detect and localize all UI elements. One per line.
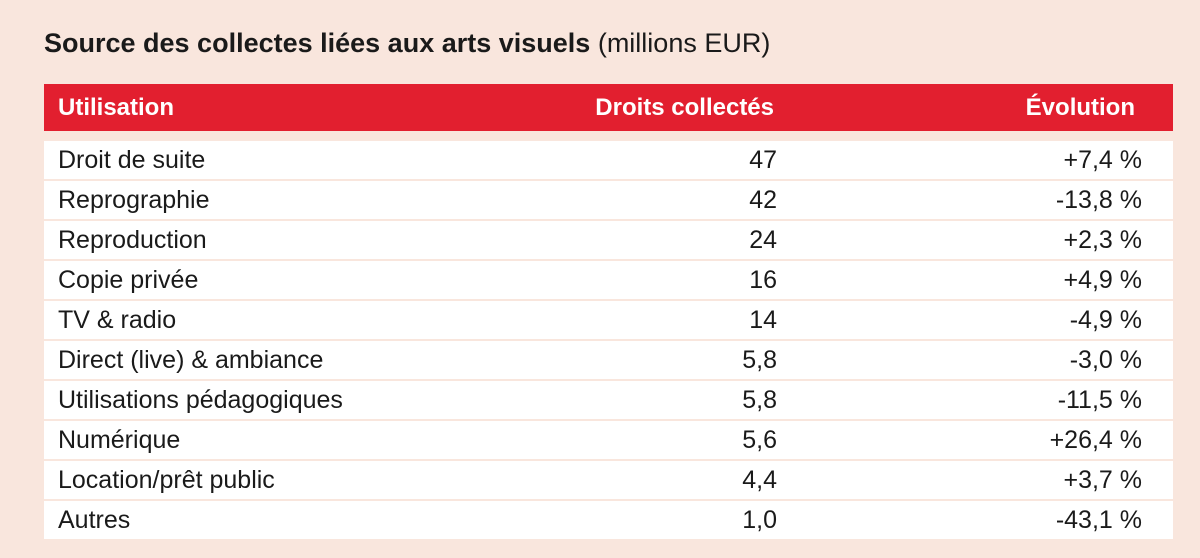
- table-header: Utilisation Droits collectés Évolution: [44, 84, 1173, 131]
- header-amount: Droits collectés: [595, 94, 774, 121]
- table-row: Numérique 5,6 +26,4 %: [44, 421, 1173, 459]
- table-title-main: Source des collectes liées aux arts visu…: [44, 28, 591, 58]
- cell-amount: 1,0: [742, 506, 777, 534]
- cell-evolution: +3,7 %: [1063, 466, 1142, 494]
- cell-amount: 5,8: [742, 346, 777, 374]
- cell-use: Utilisations pédagogiques: [58, 386, 343, 414]
- cell-amount: 5,8: [742, 386, 777, 414]
- cell-use: TV & radio: [58, 306, 177, 334]
- cell-amount: 47: [749, 146, 777, 174]
- table-row: Reprographie 42 -13,8 %: [44, 181, 1173, 219]
- table-row: Autres 1,0 -43,1 %: [44, 501, 1173, 539]
- cell-amount: 14: [749, 306, 777, 334]
- cell-amount: 5,6: [742, 426, 777, 454]
- cell-use: Direct (live) & ambiance: [58, 346, 324, 374]
- cell-evolution: -11,5 %: [1057, 386, 1142, 414]
- cell-use: Copie privée: [58, 266, 199, 294]
- cell-use: Reprographie: [58, 186, 210, 214]
- cell-evolution: +2,3 %: [1063, 226, 1142, 254]
- cell-use: Autres: [58, 506, 131, 534]
- table-body: Droit de suite 47 +7,4 % Reprographie 42…: [44, 141, 1173, 539]
- cell-amount: 42: [749, 186, 777, 214]
- table-row: Reproduction 24 +2,3 %: [44, 221, 1173, 259]
- cell-use: Numérique: [58, 426, 181, 454]
- table-title-unit: (millions EUR): [597, 28, 771, 58]
- cell-amount: 24: [749, 226, 777, 254]
- table-row: Copie privée 16 +4,9 %: [44, 261, 1173, 299]
- table-row: Direct (live) & ambiance 5,8 -3,0 %: [44, 341, 1173, 379]
- collections-table: Utilisation Droits collectés Évolution D…: [44, 84, 1173, 539]
- table-row: TV & radio 14 -4,9 %: [44, 301, 1173, 339]
- table-row: Utilisations pédagogiques 5,8 -11,5 %: [44, 381, 1173, 419]
- cell-use: Reproduction: [58, 226, 207, 254]
- cell-use: Droit de suite: [58, 146, 206, 174]
- table-title: Source des collectes liées aux arts visu…: [44, 28, 770, 59]
- header-use: Utilisation: [58, 94, 175, 121]
- cell-evolution: -3,0 %: [1069, 346, 1142, 374]
- cell-evolution: -13,8 %: [1055, 186, 1142, 214]
- cell-evolution: -43,1 %: [1055, 506, 1142, 534]
- cell-amount: 16: [749, 266, 777, 294]
- cell-evolution: -4,9 %: [1069, 306, 1142, 334]
- cell-evolution: +4,9 %: [1063, 266, 1142, 294]
- cell-amount: 4,4: [742, 466, 777, 494]
- table-row: Droit de suite 47 +7,4 %: [44, 141, 1173, 179]
- cell-evolution: +26,4 %: [1049, 426, 1142, 454]
- table-row: Location/prêt public 4,4 +3,7 %: [44, 461, 1173, 499]
- header-evolution: Évolution: [1025, 94, 1135, 121]
- cell-use: Location/prêt public: [58, 466, 275, 494]
- cell-evolution: +7,4 %: [1063, 146, 1142, 174]
